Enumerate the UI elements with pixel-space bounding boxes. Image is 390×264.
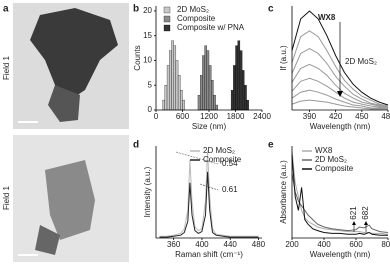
x-axis-label: Wavelength (nm) — [310, 122, 371, 131]
bar — [237, 40, 241, 111]
bar — [169, 50, 172, 111]
arrowhead — [364, 221, 368, 225]
y-tick-label: 15 — [143, 31, 152, 40]
legend-swatch — [163, 6, 171, 14]
bar — [235, 45, 238, 111]
bar — [180, 90, 183, 111]
legend-label: 2D MoS₂ — [315, 155, 347, 164]
x-axis-label: Raman shift (cm⁻¹) — [175, 250, 243, 259]
guide — [175, 151, 219, 165]
x-axis-label: Wavelength (nm) — [310, 250, 371, 259]
legend-label: Composite — [315, 164, 354, 173]
annotation: 0.54 — [222, 159, 238, 168]
x-tick-label: 200 — [285, 240, 299, 249]
bar — [202, 55, 205, 111]
bar — [211, 80, 214, 111]
x-tick-label: 2400 — [253, 112, 271, 121]
panel-label: a — [3, 4, 9, 15]
bar — [213, 94, 216, 111]
bar — [175, 60, 179, 111]
field-label: Field 1 — [2, 185, 11, 210]
bar — [197, 94, 201, 111]
line — [159, 150, 259, 237]
bar — [177, 75, 181, 111]
annotation: 621 — [349, 206, 358, 220]
y-tick-label: 5 — [148, 80, 153, 89]
line — [159, 171, 259, 238]
x-tick-label: 480 — [252, 240, 266, 249]
line — [291, 173, 389, 233]
legend-label: WX8 — [315, 146, 333, 155]
bar — [230, 90, 234, 111]
x-tick-label: 360 — [167, 240, 181, 249]
legend-label: Composite — [203, 155, 242, 164]
y-axis-label: Absorbance (a.u.) — [279, 160, 288, 224]
bar — [182, 99, 185, 111]
x-tick-label: 440 — [224, 240, 238, 249]
panel-label: c — [268, 4, 274, 15]
x-tick-label: 1200 — [200, 112, 218, 121]
panel-label: e — [268, 140, 274, 151]
field-label: Field 1 — [2, 55, 11, 80]
micrograph-bottom — [13, 135, 129, 262]
legend-swatch — [163, 15, 171, 23]
bar — [173, 45, 177, 111]
annotation: WX8 — [318, 13, 336, 22]
x-tick-label: 600 — [176, 112, 190, 121]
annotation: 2D MoS₂ — [345, 57, 377, 66]
bar — [208, 65, 212, 111]
x-axis-label: Size (nm) — [192, 122, 227, 131]
bar — [233, 65, 236, 111]
x-tick-label: 480 — [381, 112, 390, 121]
x-tick-label: 600 — [349, 240, 363, 249]
bar — [244, 85, 247, 111]
x-tick-label: 400 — [195, 240, 209, 249]
x-tick-label: 450 — [355, 112, 369, 121]
x-tick-label: 1800 — [227, 112, 245, 121]
bar — [166, 65, 170, 111]
y-axis-label: Counts — [133, 45, 142, 70]
y-tick-label: 10 — [143, 56, 152, 65]
line — [291, 99, 388, 110]
legend-label: 2D MoS₂ — [203, 146, 235, 155]
y-axis-label: If (a.u.) — [279, 45, 288, 71]
panel-label: b — [133, 4, 139, 15]
y-tick-label: 20 — [143, 6, 152, 15]
x-tick-label: 420 — [329, 112, 343, 121]
bar — [206, 50, 210, 111]
annotation: 0.61 — [222, 185, 238, 194]
arrowhead — [337, 91, 343, 97]
line — [291, 155, 388, 236]
x-tick-label: 400 — [317, 240, 331, 249]
bar — [241, 70, 245, 111]
guide — [199, 183, 219, 191]
annotation: 682 — [361, 206, 370, 220]
bar — [246, 99, 249, 111]
legend-label: 2D MoS₂ — [177, 5, 209, 14]
legend-swatch — [163, 24, 171, 32]
bar — [171, 40, 174, 111]
x-tick-label: 0 — [154, 112, 159, 121]
legend-label: Composite w/ PNA — [177, 23, 245, 32]
line — [291, 89, 389, 110]
micrograph-top — [13, 3, 129, 129]
bar — [239, 50, 243, 111]
bar — [200, 75, 203, 111]
arrowhead — [352, 221, 356, 225]
bar — [215, 104, 218, 111]
panel-label: d — [133, 140, 139, 151]
x-tick-label: 390 — [303, 112, 317, 121]
y-tick-label: 0 — [148, 105, 153, 114]
bar — [164, 85, 168, 111]
y-axis-label: Intensity (a.u.) — [143, 166, 152, 217]
legend-label: Composite — [177, 14, 216, 23]
x-tick-label: 800 — [381, 240, 390, 249]
bar — [204, 45, 207, 111]
bar — [162, 99, 165, 111]
